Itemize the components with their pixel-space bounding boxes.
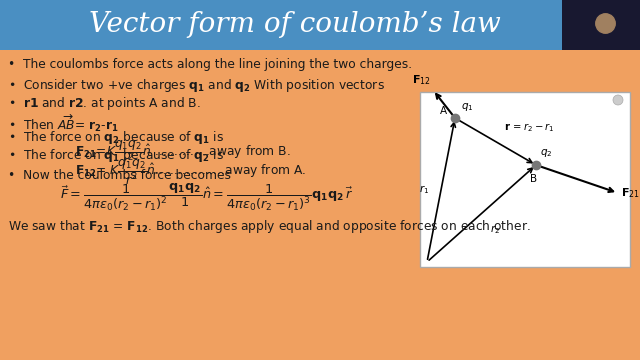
Text: $r_1$: $r_1$ xyxy=(419,184,429,197)
Text: •  The force on $\mathbf{q_1}$ because of $\mathbf{q_2}$ is: • The force on $\mathbf{q_1}$ because of… xyxy=(8,147,224,164)
Text: We saw that $\mathbf{F_{21}}$ = $\mathbf{F_{12}}$. Both charges apply equal and : We saw that $\mathbf{F_{21}}$ = $\mathbf… xyxy=(8,218,531,235)
Text: •  The coulombs force acts along the line joining the two charges.: • The coulombs force acts along the line… xyxy=(8,58,412,71)
Text: •  Consider two +ve charges $\mathbf{q_1}$ and $\mathbf{q_2}$ With position vect: • Consider two +ve charges $\mathbf{q_1}… xyxy=(8,77,385,94)
Text: •  Then $\overrightarrow{AB}$= $\mathbf{r_2}$-$\mathbf{r_1}$: • Then $\overrightarrow{AB}$= $\mathbf{r… xyxy=(8,112,119,134)
Text: •  $\mathbf{r1}$ and $\mathbf{r2}$. at points A and B.: • $\mathbf{r1}$ and $\mathbf{r2}$. at po… xyxy=(8,95,200,112)
Text: $\mathbf{F}_{21}$: $\mathbf{F}_{21}$ xyxy=(621,186,640,200)
Bar xyxy=(562,0,640,50)
Text: $\mathbf{r}$ = $r_2-r_1$: $\mathbf{r}$ = $r_2-r_1$ xyxy=(504,121,554,134)
Text: $r_2$: $r_2$ xyxy=(490,224,500,236)
Text: •  The force on $\mathbf{q_2}$ because of $\mathbf{q_1}$ is: • The force on $\mathbf{q_2}$ because of… xyxy=(8,129,224,146)
Text: $\vec{F} = \dfrac{1}{4\pi\epsilon_0(r_2-r_1)^2}$$\dfrac{\mathbf{q_1q_2}}{1}\hat{: $\vec{F} = \dfrac{1}{4\pi\epsilon_0(r_2-… xyxy=(60,182,354,213)
Text: $\mathbf{F_{21}}$=$K\dfrac{q_1q_2}{r^2}\hat{n}$ ..............away from B.: $\mathbf{F_{21}}$=$K\dfrac{q_1q_2}{r^2}\… xyxy=(75,139,291,168)
Text: B: B xyxy=(531,174,538,184)
Text: $\mathbf{F_{12}}$= $K\dfrac{q_1q_2}{r^2}\hat{n}$..................away from A.: $\mathbf{F_{12}}$= $K\dfrac{q_1q_2}{r^2}… xyxy=(75,158,306,187)
Circle shape xyxy=(613,95,623,105)
Text: $q_1$: $q_1$ xyxy=(461,101,474,113)
Text: Vector form of coulomb’s law: Vector form of coulomb’s law xyxy=(89,12,501,39)
Bar xyxy=(0,0,640,50)
Bar xyxy=(420,92,630,267)
Text: A: A xyxy=(440,106,447,116)
Text: $\mathbf{F}_{12}$: $\mathbf{F}_{12}$ xyxy=(412,73,431,87)
Text: $q_2$: $q_2$ xyxy=(540,147,552,159)
Text: •  Now the coulombs force becomes: • Now the coulombs force becomes xyxy=(8,169,231,182)
